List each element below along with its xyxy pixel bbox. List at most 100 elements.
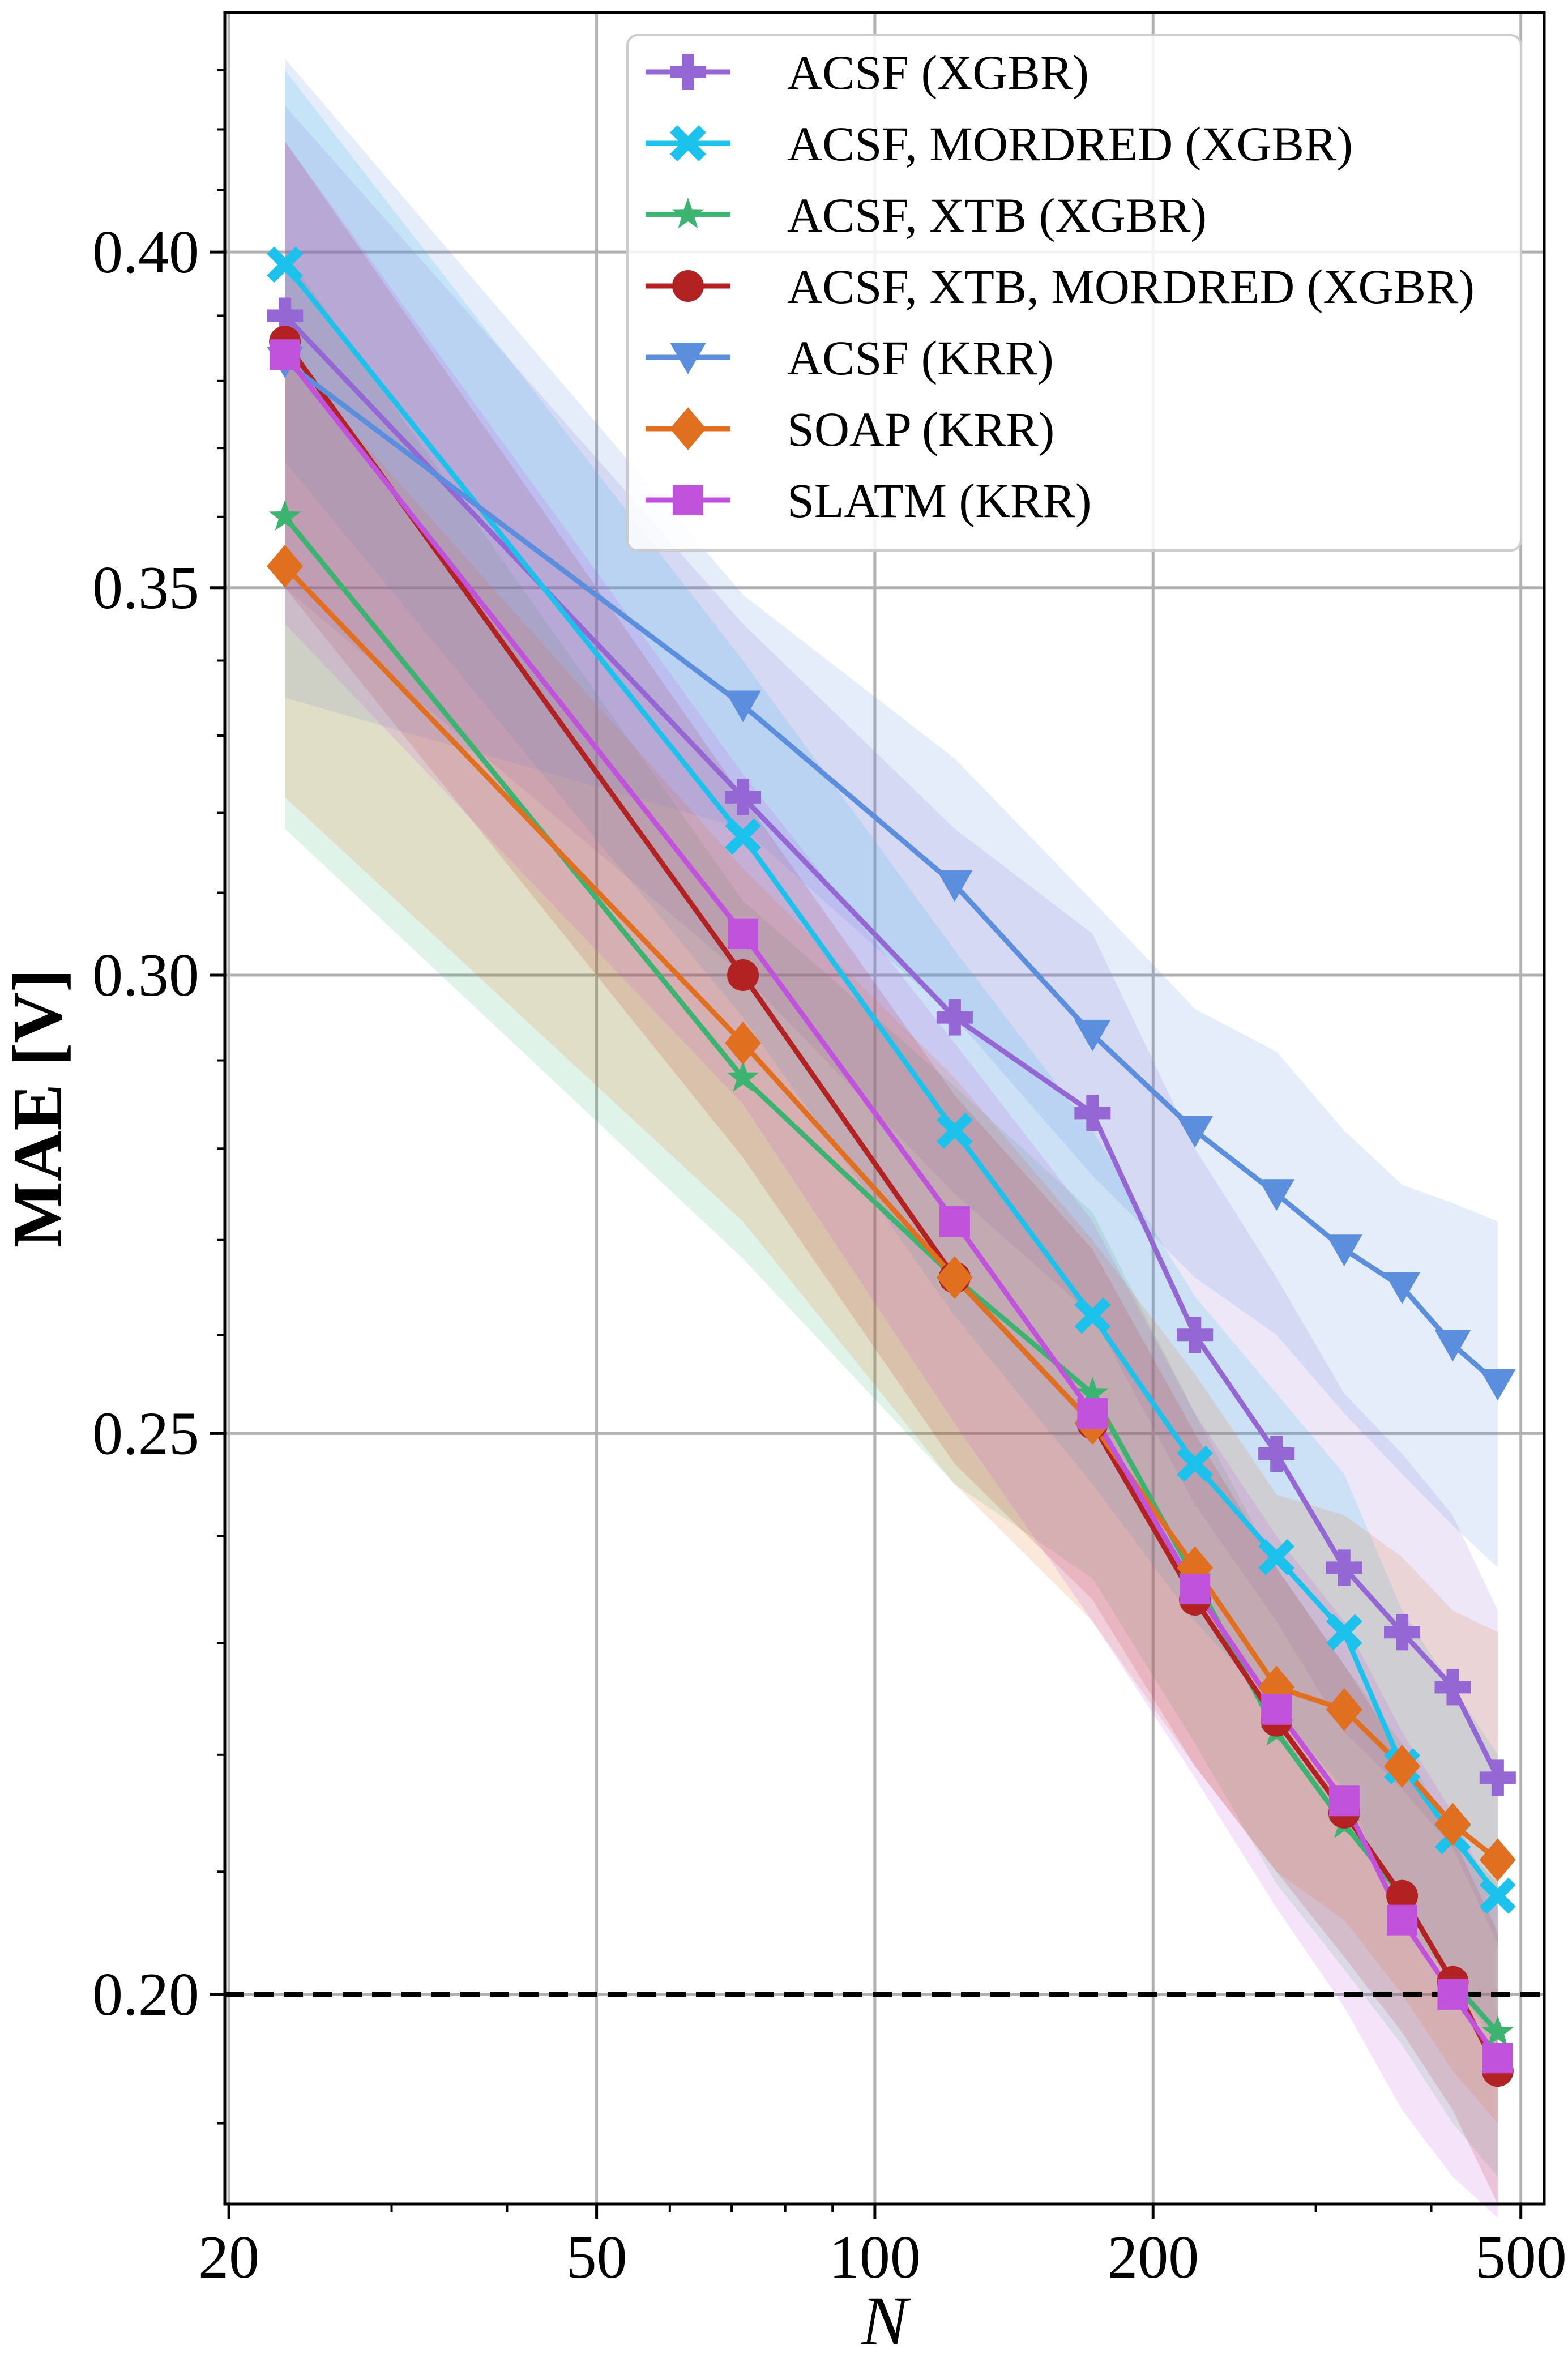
y-tick-label: 0.20 <box>92 1961 199 2028</box>
marker-acsf-mordred-xgbr <box>1177 1445 1214 1482</box>
marker-acsf-xgbr <box>1258 1436 1295 1472</box>
marker-acsf-krr <box>936 870 973 902</box>
legend-label-slatm-krr: SLATM (KRR) <box>787 473 1092 528</box>
y-tick-label: 0.40 <box>92 219 199 286</box>
band-slatm-krr <box>285 141 1498 2218</box>
marker-acsf-xgbr <box>1434 1669 1471 1706</box>
marker-slatm-krr <box>1328 1785 1360 1817</box>
band-acsf-xtb-mordred-xgbr <box>285 141 1498 2205</box>
legend-label-soap-krr: SOAP (KRR) <box>787 402 1054 456</box>
x-tick-label: 500 <box>1475 2224 1567 2291</box>
confidence-bands <box>285 58 1498 2218</box>
legend-marker-acsf-xtb-xgbr <box>672 198 704 229</box>
marker-acsf-krr <box>1479 1369 1516 1401</box>
band-acsf-xgbr <box>285 105 1498 1945</box>
marker-acsf-xgbr <box>1326 1549 1362 1586</box>
y-tick-label: 0.25 <box>92 1400 199 1467</box>
legend-entry-acsf-mordred-xgbr: ACSF, MORDRED (XGBR) <box>646 117 1353 171</box>
marker-acsf-xgbr <box>1384 1614 1421 1651</box>
marker-acsf-mordred-xgbr <box>1326 1614 1362 1651</box>
marker-slatm-krr <box>1077 1398 1108 1429</box>
legend-marker-acsf-mordred-xgbr <box>670 125 706 161</box>
marker-acsf-xtb-mordred-xgbr <box>1386 1879 1419 1912</box>
marker-acsf-xgbr <box>1074 1095 1111 1131</box>
axes: 20 50 100 200 500 0.20 0.25 0.30 0.35 0.40 <box>92 69 1567 2291</box>
marker-slatm-krr <box>1261 1694 1292 1725</box>
marker-acsf-xgbr <box>936 999 973 1036</box>
series-markers <box>267 246 1516 2087</box>
marker-acsf-xgbr <box>1177 1317 1214 1353</box>
legend-entries: ACSF (XGBR) ACSF, MORDRED (XGBR) ACSF, XTB… <box>646 45 1475 528</box>
legend-entry-acsf-xtb-mordred-xgbr: ACSF, XTB, MORDRED (XGBR) <box>646 259 1475 314</box>
legend-label-acsf-mordred-xgbr: ACSF, MORDRED (XGBR) <box>787 117 1353 171</box>
y-axis-label: MAE [V] <box>0 969 76 1248</box>
line-slatm-krr <box>283 353 1500 2060</box>
marker-acsf-xgbr <box>1479 1759 1516 1796</box>
line-acsf-xgbr <box>283 314 1500 1779</box>
marker-acsf-mordred-xgbr <box>725 818 762 855</box>
marker-acsf-mordred-xgbr <box>1258 1539 1295 1575</box>
marker-soap-krr <box>936 1255 973 1299</box>
legend-entry-slatm-krr: SLATM (KRR) <box>646 473 1092 528</box>
series-lines <box>283 263 1500 2073</box>
marker-acsf-krr <box>1434 1330 1471 1362</box>
marker-acsf-krr <box>1326 1234 1362 1267</box>
x-tick-label: 50 <box>566 2224 627 2291</box>
marker-acsf-mordred-xgbr <box>267 246 304 283</box>
marker-slatm-krr <box>1482 2043 1513 2074</box>
line-acsf-krr <box>283 359 1499 1386</box>
marker-soap-krr <box>1479 1838 1516 1882</box>
band-soap-krr <box>285 354 1498 2124</box>
legend-marker-soap-krr <box>670 407 706 450</box>
marker-slatm-krr <box>1180 1574 1211 1605</box>
legend-entry-acsf-xtb-xgbr: ACSF, XTB (XGBR) <box>646 188 1207 242</box>
legend-marker-acsf-xtb-mordred-xgbr <box>672 270 704 302</box>
plot-frame <box>223 11 1546 2206</box>
marker-acsf-xtb-mordred-xgbr <box>727 959 759 992</box>
marker-acsf-krr <box>1074 1019 1111 1052</box>
marker-acsf-xtb-xgbr <box>727 1061 759 1092</box>
marker-acsf-mordred-xgbr <box>1074 1297 1111 1334</box>
legend-entry-soap-krr: SOAP (KRR) <box>646 402 1054 456</box>
marker-acsf-xtb-xgbr <box>1481 2015 1514 2047</box>
marker-slatm-krr <box>728 918 759 949</box>
x-tick-label: 20 <box>198 2224 259 2291</box>
marker-soap-krr <box>1434 1802 1471 1846</box>
marker-soap-krr <box>1326 1688 1362 1731</box>
band-acsf-krr <box>285 58 1498 1568</box>
marker-acsf-xgbr <box>725 779 762 815</box>
marker-acsf-xgbr <box>267 297 304 334</box>
legend-marker-acsf-krr <box>670 343 706 374</box>
marker-soap-krr <box>725 1022 762 1065</box>
line-acsf-mordred-xgbr <box>283 263 1500 1898</box>
marker-slatm-krr <box>939 1206 970 1237</box>
y-tick-label: 0.30 <box>92 942 199 1009</box>
x-tick-label: 200 <box>1107 2224 1199 2291</box>
marker-slatm-krr <box>1437 1979 1468 2010</box>
legend-entry-acsf-xgbr: ACSF (XGBR) <box>646 45 1089 100</box>
legend: ACSF (XGBR) ACSF, MORDRED (XGBR) ACSF, XTB… <box>626 34 1522 552</box>
marker-acsf-krr <box>1384 1272 1421 1304</box>
marker-acsf-krr <box>1258 1179 1295 1211</box>
marker-acsf-xtb-xgbr <box>268 499 301 531</box>
marker-acsf-krr <box>1177 1116 1214 1148</box>
legend-marker-acsf-xgbr <box>670 54 706 90</box>
legend-label-acsf-xgbr: ACSF (XGBR) <box>787 45 1089 100</box>
legend-label-acsf-krr: ACSF (KRR) <box>787 331 1054 385</box>
legend-label-acsf-xtb-mordred-xgbr: ACSF, XTB, MORDRED (XGBR) <box>787 259 1475 314</box>
marker-soap-krr <box>1384 1745 1421 1788</box>
y-tick-label: 0.35 <box>92 554 199 622</box>
marker-slatm-krr <box>1387 1904 1418 1936</box>
marker-acsf-krr <box>725 690 762 723</box>
legend-label-acsf-xtb-xgbr: ACSF, XTB (XGBR) <box>787 188 1207 242</box>
marker-acsf-xtb-xgbr <box>1076 1376 1109 1408</box>
line-soap-krr <box>283 564 1499 1862</box>
legend-entry-acsf-krr: ACSF (KRR) <box>646 331 1054 385</box>
marker-slatm-krr <box>270 339 301 370</box>
marker-acsf-mordred-xgbr <box>1479 1877 1516 1914</box>
marker-acsf-mordred-xgbr <box>936 1112 973 1149</box>
x-axis-label: N <box>861 2282 912 2358</box>
legend-box <box>626 34 1522 552</box>
legend-marker-slatm-krr <box>673 485 703 515</box>
